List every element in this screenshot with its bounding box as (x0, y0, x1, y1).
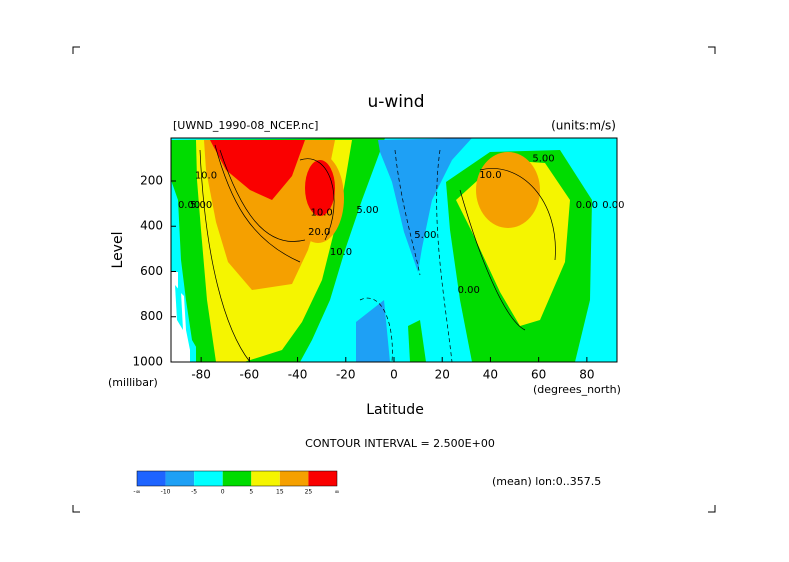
corner-marks (72, 46, 716, 513)
y-axis-label: Level (110, 232, 126, 269)
file-label: [UWND_1990-08_NCEP.nc] (173, 119, 318, 132)
contour-field (171, 138, 617, 362)
colorbar-label: -5 (191, 489, 197, 496)
colorbar-label: 15 (276, 489, 284, 496)
x-tick-label: -80 (191, 368, 211, 382)
x-tick-label: -60 (240, 368, 260, 382)
x-tick-label: -20 (336, 368, 356, 382)
contour-label: 10.0 (330, 247, 352, 258)
x-tick-label: 20 (435, 368, 450, 382)
y-units: (millibar) (108, 376, 158, 389)
mean-label: (mean) lon:0..357.5 (492, 475, 601, 488)
x-tick-label: -40 (288, 368, 308, 382)
colorbar-end-label: ∞ (335, 489, 340, 496)
contour-label: 10.0 (311, 208, 333, 219)
colorbar-end-label: -∞ (133, 489, 140, 496)
colorbar-box (222, 471, 252, 486)
y-tick-label: 400 (140, 219, 163, 233)
x-units: (degrees_north) (533, 383, 621, 396)
x-axis-label: Latitude (366, 402, 424, 418)
colorbar-label: 0 (221, 489, 225, 496)
contour-label: 0.00 (458, 285, 480, 296)
units-label: (units:m/s) (551, 119, 616, 133)
contour-label: 5.00 (532, 153, 554, 164)
footer: CONTOUR INTERVAL = 2.500E+00 (305, 437, 495, 450)
colorbar-box (194, 471, 223, 486)
contour-label: 20.0 (308, 227, 330, 238)
colorbar-label: -10 (161, 489, 171, 496)
contour-label: 0.00 (178, 200, 200, 211)
chart-title: u-wind (367, 92, 424, 112)
y-tick-label: 1000 (132, 355, 163, 369)
y-tick-label: 800 (140, 309, 163, 323)
colorbar-box (279, 471, 309, 486)
x-tick-label: 0 (390, 368, 398, 382)
x-tick-label: 80 (579, 368, 594, 382)
colorbar-box (251, 471, 280, 486)
y-tick-label: 600 (140, 264, 163, 278)
contour-label: 0.00 (602, 200, 624, 211)
colorbar-label: 5 (249, 489, 253, 496)
y-tick-label: 200 (140, 173, 163, 187)
contour-label: 5.00 (190, 200, 212, 211)
contour-label: 10.0 (195, 170, 217, 181)
colorbar-box (165, 471, 195, 486)
contour-label: 5.00 (356, 205, 378, 216)
colorbar-label: 25 (305, 489, 313, 496)
colorbar-frame (136, 470, 338, 487)
x-tick-label: 40 (483, 368, 498, 382)
x-tick-label: 60 (531, 368, 546, 382)
colorbar-box (137, 471, 166, 486)
contour-label: 10.0 (479, 170, 501, 181)
colorbar-box (308, 471, 337, 486)
contour-label: 5.00 (414, 230, 436, 241)
contour-label: 0.00 (576, 200, 598, 211)
